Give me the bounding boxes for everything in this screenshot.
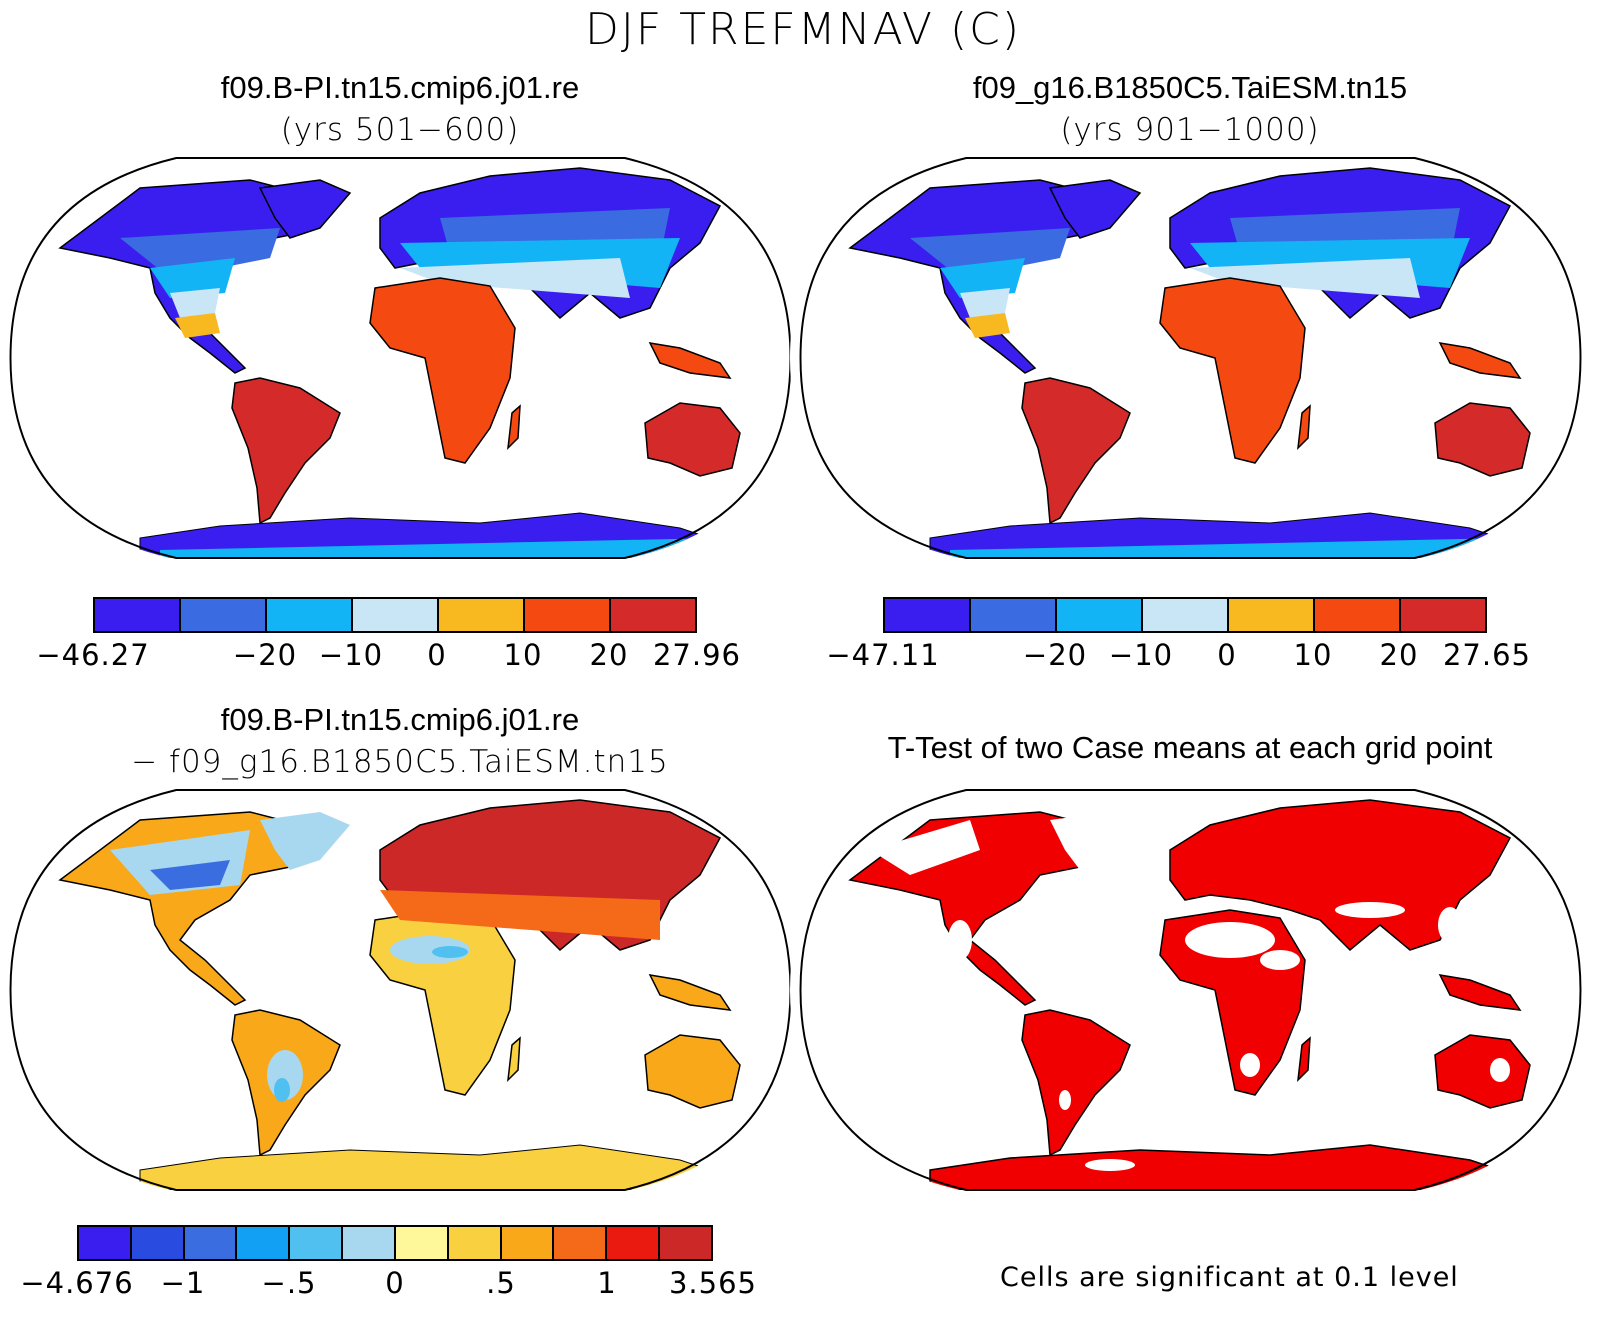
panel-1-tick: −10 xyxy=(318,638,384,672)
panel-4-footnote: Cells are significant at 0.1 level xyxy=(1000,1262,1459,1293)
panel-1-title: f09.B-PI.tn15.cmip6.j01.re xyxy=(220,70,580,105)
panel-2-subtitle: (yrs 901−1000) xyxy=(1060,112,1320,148)
panel-3-colorbar-bin xyxy=(184,1227,238,1259)
panel-3-colorbar-bin xyxy=(660,1227,711,1259)
panel-3-tick: −4.676 xyxy=(20,1266,134,1300)
panel-2-colorbar xyxy=(883,597,1487,633)
panel-1-tick: −46.27 xyxy=(36,638,150,672)
panel-1-map xyxy=(0,157,800,559)
figure-title: DJF TREFMNAV (C) xyxy=(584,4,1021,55)
panel-2-colorbar-bin xyxy=(1229,599,1315,631)
panel-2-colorbar-bin xyxy=(1315,599,1401,631)
panel-2-tick: −20 xyxy=(1022,638,1088,672)
panel-3-colorbar-bin xyxy=(554,1227,608,1259)
panel-2-tick: −47.11 xyxy=(826,638,940,672)
panel-1-tick: −20 xyxy=(232,638,298,672)
panel-1-subtitle: (yrs 501−600) xyxy=(280,112,520,148)
panel-2-colorbar-bin xyxy=(885,599,971,631)
panel-4-map xyxy=(790,789,1590,1191)
panel-1-colorbar-bin xyxy=(181,599,267,631)
panel-1-colorbar xyxy=(93,597,697,633)
panel-3-colorbar-bin xyxy=(448,1227,502,1259)
panel-3-colorbar-bin xyxy=(79,1227,132,1259)
panel-2-title: f09_g16.B1850C5.TaiESM.tn15 xyxy=(972,70,1408,105)
panel-3-colorbar-bin xyxy=(607,1227,661,1259)
panel-2-map xyxy=(790,157,1590,559)
panel-2-colorbar-bin xyxy=(1401,599,1485,631)
panel-3-colorbar-bin xyxy=(501,1227,555,1259)
panel-3-colorbar-bin xyxy=(237,1227,291,1259)
panel-3-colorbar-bin xyxy=(131,1227,185,1259)
panel-3-title: f09.B-PI.tn15.cmip6.j01.re xyxy=(220,702,580,737)
panel-2-tick: 20 xyxy=(1379,638,1419,672)
panel-3-colorbar-bin xyxy=(395,1227,449,1259)
panel-3-colorbar-bin xyxy=(343,1227,396,1259)
panel-3-tick: 1 xyxy=(597,1266,617,1300)
panel-1-tick: 10 xyxy=(503,638,543,672)
panel-1-colorbar-bin xyxy=(267,599,353,631)
panel-2-colorbar-bin xyxy=(971,599,1057,631)
panel-3-colorbar-bin xyxy=(290,1227,344,1259)
panel-3-tick: −1 xyxy=(160,1266,206,1300)
panel-1-colorbar-bin xyxy=(611,599,695,631)
panel-1-colorbar-bin xyxy=(439,599,525,631)
panel-2-colorbar-bin xyxy=(1143,599,1229,631)
panel-1-tick: 0 xyxy=(427,638,447,672)
panel-3-map xyxy=(0,789,800,1191)
panel-2-tick: 10 xyxy=(1293,638,1333,672)
panel-1-tick: 20 xyxy=(589,638,629,672)
panel-1-tick: 27.96 xyxy=(652,638,742,672)
panel-1-colorbar-bin xyxy=(525,599,611,631)
panel-2-tick: 0 xyxy=(1217,638,1237,672)
panel-3-subtitle: − f09_g16.B1850C5.TaiESM.tn15 xyxy=(131,744,669,780)
panel-4-nonsignificant-cells xyxy=(870,812,1510,1171)
panel-3-tick: −.5 xyxy=(261,1266,317,1300)
panel-1-colorbar-bin xyxy=(353,599,439,631)
panel-2-colorbar-bin xyxy=(1057,599,1143,631)
panel-3-tick: 3.565 xyxy=(668,1266,758,1300)
panel-1-colorbar-bin xyxy=(95,599,181,631)
panel-2-tick: −10 xyxy=(1108,638,1174,672)
panel-3-tick: 0 xyxy=(385,1266,405,1300)
panel-3-tick: .5 xyxy=(486,1266,516,1300)
panel-4-title: T-Test of two Case means at each grid po… xyxy=(887,730,1493,765)
panel-2-tick: 27.65 xyxy=(1442,638,1532,672)
panel-3-colorbar xyxy=(77,1225,713,1261)
